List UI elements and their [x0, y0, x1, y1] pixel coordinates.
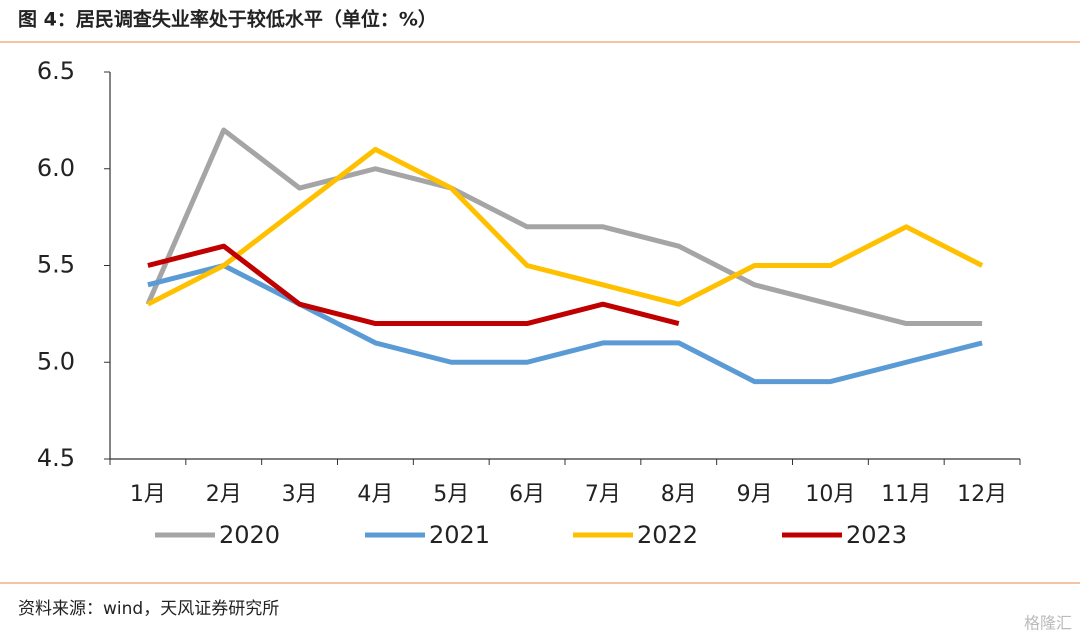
x-tick-label: 3月 — [282, 482, 318, 507]
x-tick-label: 9月 — [737, 482, 773, 507]
watermark: 格隆汇 — [1024, 614, 1072, 633]
series-line — [147, 263, 983, 385]
x-tick-label: 5月 — [433, 482, 469, 507]
series-line — [145, 127, 983, 327]
legend-label: 2022 — [637, 521, 698, 549]
x-tick-label: 11月 — [881, 482, 931, 507]
x-tick-label: 4月 — [357, 482, 393, 507]
y-tick-label: 6.5 — [37, 57, 75, 85]
x-tick-label: 8月 — [661, 482, 697, 507]
x-tick-label: 2月 — [206, 482, 242, 507]
y-tick-label: 6.0 — [37, 154, 75, 182]
source-note: 资料来源：wind，天风证券研究所 — [18, 599, 279, 619]
series-line — [146, 146, 984, 307]
y-tick-label: 5.0 — [37, 347, 75, 375]
x-tick-label: 7月 — [585, 482, 621, 507]
y-tick-label: 5.5 — [37, 251, 75, 279]
x-tick-label: 12月 — [957, 482, 1007, 507]
series-line — [147, 243, 680, 327]
x-tick-label: 6月 — [509, 482, 545, 507]
x-tick-label: 10月 — [805, 482, 855, 507]
x-tick-label: 1月 — [130, 482, 166, 507]
chart-title: 图 4：居民调查失业率处于较低水平（单位：%） — [18, 8, 437, 31]
y-tick-label: 4.5 — [37, 444, 75, 472]
legend-label: 2023 — [846, 521, 907, 549]
legend-label: 2021 — [429, 521, 490, 549]
legend-label: 2020 — [219, 521, 280, 549]
